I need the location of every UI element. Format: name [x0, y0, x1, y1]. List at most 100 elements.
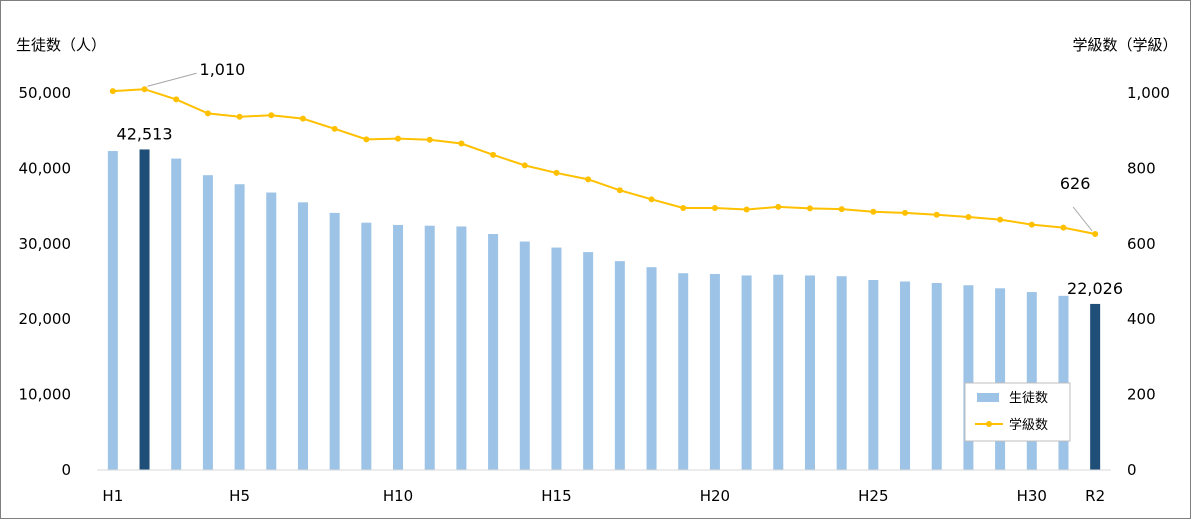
x-tick-label: H15	[541, 487, 571, 505]
y-left-tick-label: 10,000	[19, 386, 72, 404]
x-tick-label: H20	[700, 487, 730, 505]
bar-students	[614, 261, 625, 470]
point-classes	[997, 216, 1004, 223]
bar-students	[836, 276, 847, 470]
point-classes	[806, 205, 813, 212]
point-classes	[965, 214, 972, 221]
y-right-axis-title: 学級数（学級）	[1072, 36, 1177, 54]
point-classes	[585, 176, 592, 183]
point-classes	[1092, 230, 1099, 237]
bar-students	[139, 149, 150, 471]
bar-students	[900, 281, 911, 470]
x-tick-label: H10	[383, 487, 413, 505]
point-classes	[490, 151, 497, 158]
bar-students	[709, 273, 720, 470]
bar-series-students	[107, 149, 1101, 471]
x-tick-label: H1	[102, 487, 123, 505]
point-classes	[363, 136, 370, 143]
y-right-tick-label: 800	[1127, 159, 1156, 177]
point-classes	[838, 206, 845, 213]
bar-students	[583, 252, 594, 470]
y-left-tick-label: 50,000	[19, 84, 72, 102]
point-classes	[458, 140, 465, 147]
legend-box	[964, 382, 1071, 442]
y-left-tick-label: 0	[61, 461, 71, 479]
point-classes	[1060, 224, 1067, 231]
bar-students	[741, 275, 752, 470]
legend-label-classes: 学級数	[1009, 417, 1048, 433]
point-classes	[902, 209, 909, 216]
bar-students	[551, 247, 562, 470]
x-tick-labels: H1 H5 H10 H15 H20 H25 H30 R2	[102, 487, 1105, 505]
point-classes	[141, 86, 148, 93]
y-right-tick-label: 200	[1127, 386, 1156, 404]
y-left-tick-label: 30,000	[19, 235, 72, 253]
point-classes	[616, 187, 623, 194]
bar-students	[456, 226, 467, 470]
data-label-classes: 1,010	[200, 60, 246, 79]
line-series-classes	[109, 86, 1099, 237]
point-classes	[299, 115, 306, 122]
bar-students	[107, 151, 118, 471]
bar-students	[488, 233, 499, 470]
data-label-students: 22,026	[1067, 279, 1123, 298]
y-right-tick-label: 0	[1127, 461, 1137, 479]
bar-students	[393, 224, 404, 470]
legend-label-students: 生徒数	[1009, 391, 1048, 406]
bar-students	[424, 225, 435, 470]
bar-students	[995, 288, 1006, 470]
point-classes	[775, 203, 782, 210]
bar-students	[804, 275, 815, 470]
x-tick-label: H30	[1017, 487, 1047, 505]
point-classes	[1028, 221, 1035, 228]
bar-students	[202, 175, 213, 470]
point-classes	[204, 110, 211, 117]
bar-students	[171, 158, 182, 470]
y-right-tick-label: 1,000	[1127, 84, 1170, 102]
bar-students	[868, 279, 879, 470]
bar-students	[329, 212, 340, 471]
bar-students	[678, 273, 689, 470]
leader-line	[147, 72, 197, 87]
point-classes	[933, 211, 940, 218]
bar-students	[1026, 292, 1037, 470]
y-left-axis-title: 生徒数（人）	[16, 36, 106, 54]
point-classes	[426, 136, 433, 143]
data-labels: 1,010 42,513 626 22,026	[117, 60, 1123, 298]
point-classes	[173, 96, 180, 103]
x-tick-label: H5	[229, 487, 250, 505]
y-right-tick-label: 600	[1127, 235, 1156, 253]
legend: 生徒数 学級数	[964, 382, 1071, 442]
point-classes	[268, 112, 275, 119]
x-tick-label: H25	[858, 487, 888, 505]
y-left-tick-label: 40,000	[19, 159, 72, 177]
point-classes	[109, 88, 116, 95]
legend-swatch-students	[977, 393, 999, 402]
point-classes	[711, 204, 718, 211]
point-classes	[648, 196, 655, 203]
bar-students	[519, 241, 530, 470]
data-label-students: 42,513	[117, 124, 173, 143]
leader-line	[1072, 206, 1093, 232]
data-label-classes: 626	[1060, 174, 1091, 193]
line-classes	[112, 88, 1096, 235]
y-left-tick-label: 20,000	[19, 310, 72, 328]
bar-students	[266, 192, 277, 470]
point-classes	[870, 208, 877, 215]
point-classes	[553, 169, 560, 176]
y-right-tick-label: 400	[1127, 310, 1156, 328]
point-classes	[236, 113, 243, 120]
legend-marker-classes	[986, 421, 992, 427]
bar-students	[361, 222, 372, 470]
y-right-tick-labels: 0 200 400 600 800 1,000	[1127, 84, 1170, 479]
bar-students	[773, 274, 784, 470]
bar-students	[646, 267, 657, 470]
point-classes	[395, 135, 402, 142]
point-classes	[331, 125, 338, 132]
y-left-tick-labels: 0 10,000 20,000 30,000 40,000 50,000	[19, 84, 72, 479]
point-classes	[743, 206, 750, 213]
bar-students	[931, 283, 942, 470]
bar-students	[963, 285, 974, 470]
